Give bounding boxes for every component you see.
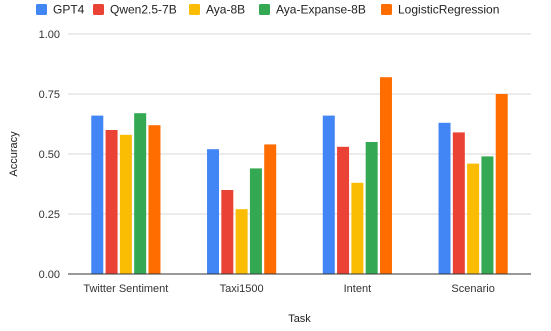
bar [481,156,494,274]
legend-label: Qwen2.5-7B [110,3,177,17]
bar [207,149,220,274]
legend-swatch [189,4,200,15]
bar [379,77,392,274]
legend-label: GPT4 [53,3,85,17]
legend-item: Aya-Expanse-8B [259,3,366,17]
legend-item: Qwen2.5-7B [93,3,177,17]
bar [452,132,465,274]
y-tick-label: 0.50 [39,149,60,161]
y-tick-label: 1.00 [39,29,60,41]
bar [438,122,451,274]
x-tick-label: Twitter Sentiment [83,283,168,295]
y-tick-label: 0.75 [39,89,60,101]
legend-item: GPT4 [36,3,85,17]
bar [235,209,248,274]
y-tick-label: 0.25 [39,209,60,221]
bar [119,134,132,274]
legend-swatch [36,4,47,15]
y-tick-label: 0.00 [39,269,60,281]
bar [337,146,350,274]
bar [105,130,118,274]
bar [467,163,480,274]
bars [91,77,508,274]
bar [365,142,378,274]
bar [221,190,234,274]
legend: GPT4 Qwen2.5-7B Aya-8B Aya-Expanse-8B Logist… [36,3,499,17]
x-tick-label: Scenario [451,283,494,295]
bar [322,115,335,274]
bar [249,168,262,274]
bar [148,125,161,274]
x-axis-title: Task [288,313,311,325]
legend-item: Aya-8B [189,3,245,17]
x-tick-label: Taxi1500 [220,283,264,295]
bar [495,94,508,274]
legend-label: LogisticRegression [398,3,499,17]
bar [351,182,364,274]
legend-swatch [93,4,104,15]
legend-label: Aya-Expanse-8B [276,3,366,17]
y-axis-title: Accuracy [8,131,20,177]
bar [264,144,277,274]
x-tick-label: Intent [344,283,372,295]
legend-item: LogisticRegression [381,3,499,17]
legend-swatch [259,4,270,15]
bar [91,115,104,274]
bar [134,113,147,274]
legend-label: Aya-8B [206,3,245,17]
tick-labels: 0.00 0.25 0.50 0.75 1.00 Twitter Sentiment Tax… [39,29,495,295]
legend-swatch [381,4,392,15]
